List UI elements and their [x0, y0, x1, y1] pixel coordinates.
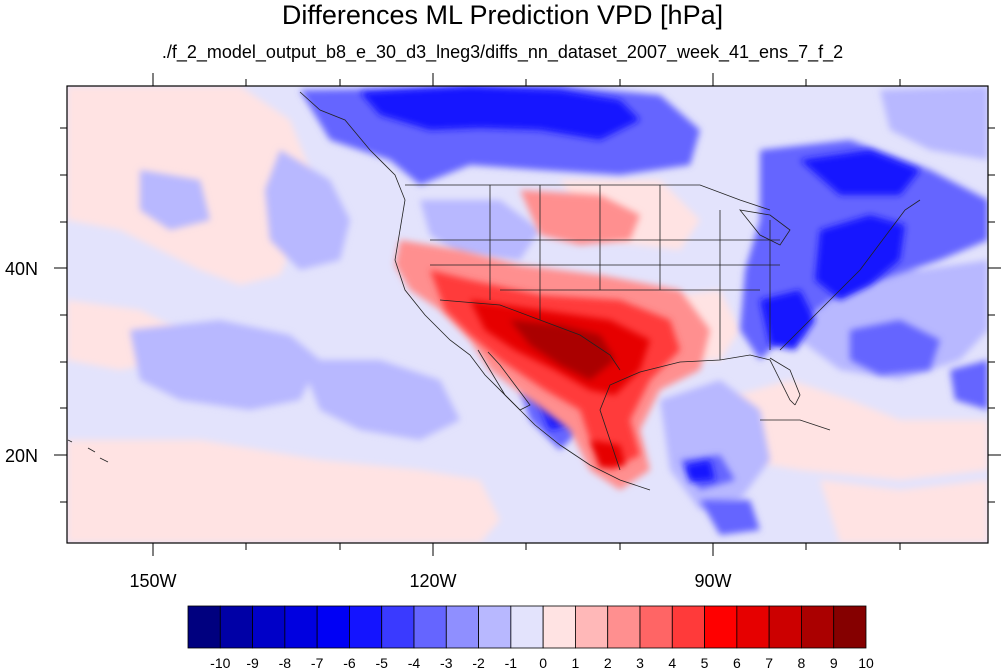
colorbar-swatch [478, 605, 512, 649]
colorbar-swatch [381, 605, 415, 649]
colorbar-label: -6 [343, 655, 356, 671]
lon-label-90w: 90W [694, 571, 731, 591]
colorbar-swatch [575, 605, 609, 649]
lon-label-150w: 150W [129, 571, 176, 591]
colorbar-swatch [801, 605, 835, 649]
colorbar-swatch [187, 605, 221, 649]
colorbar-label: -10 [210, 655, 230, 671]
colorbar-label: -5 [375, 655, 388, 671]
colorbar-label: -1 [505, 655, 518, 671]
colorbar-swatch [316, 605, 350, 649]
map-subtitle: ./f_2_model_output_b8_e_30_d3_lneg3/diff… [161, 42, 844, 62]
lat-label-40n: 40N [5, 259, 38, 279]
colorbar-label: 6 [733, 655, 741, 671]
vpd-difference-field [67, 86, 988, 543]
colorbar-swatch [413, 605, 447, 649]
colorbar-label: -9 [246, 655, 259, 671]
colorbar-swatch [704, 605, 738, 649]
colorbar-swatch [510, 605, 544, 649]
colorbar-label: -2 [472, 655, 485, 671]
colorbar-label: 3 [636, 655, 644, 671]
colorbar-swatch [736, 605, 770, 649]
colorbar-label: 8 [798, 655, 806, 671]
coastline-borders [67, 91, 921, 491]
colorbar-swatch [445, 605, 479, 649]
lon-label-120w: 120W [409, 571, 456, 591]
colorbar-swatch [219, 605, 253, 649]
colorbar-swatch [607, 605, 641, 649]
colorbar-label: 1 [572, 655, 580, 671]
colorbar-label: 9 [830, 655, 838, 671]
colorbar-label: 7 [765, 655, 773, 671]
colorbar-label: 2 [604, 655, 612, 671]
colorbar-label: -3 [440, 655, 453, 671]
colorbar-swatch [639, 605, 673, 649]
colorbar-label: 0 [539, 655, 547, 671]
colorbar-swatch [252, 605, 286, 649]
colorbar-label: -7 [311, 655, 324, 671]
colorbar-swatch [833, 605, 867, 649]
colorbar-label: 5 [701, 655, 709, 671]
colorbar-label: -8 [279, 655, 292, 671]
colorbar-label: -4 [408, 655, 421, 671]
axis-ticks [54, 73, 1001, 556]
colorbar-label: 10 [858, 655, 874, 671]
colorbar: -10 -9 -8 -7 -6 -5 -4 -3 -2 -1 0 1 2 3 4 5 6 7 8 9 10 [187, 605, 874, 671]
colorbar-swatch [671, 605, 705, 649]
colorbar-swatch [768, 605, 802, 649]
colorbar-label: 4 [668, 655, 676, 671]
colorbar-swatch [284, 605, 318, 649]
lat-label-20n: 20N [5, 446, 38, 466]
colorbar-swatch [542, 605, 576, 649]
map-title: Differences ML Prediction VPD [hPa] [281, 0, 724, 30]
colorbar-swatch [349, 605, 383, 649]
